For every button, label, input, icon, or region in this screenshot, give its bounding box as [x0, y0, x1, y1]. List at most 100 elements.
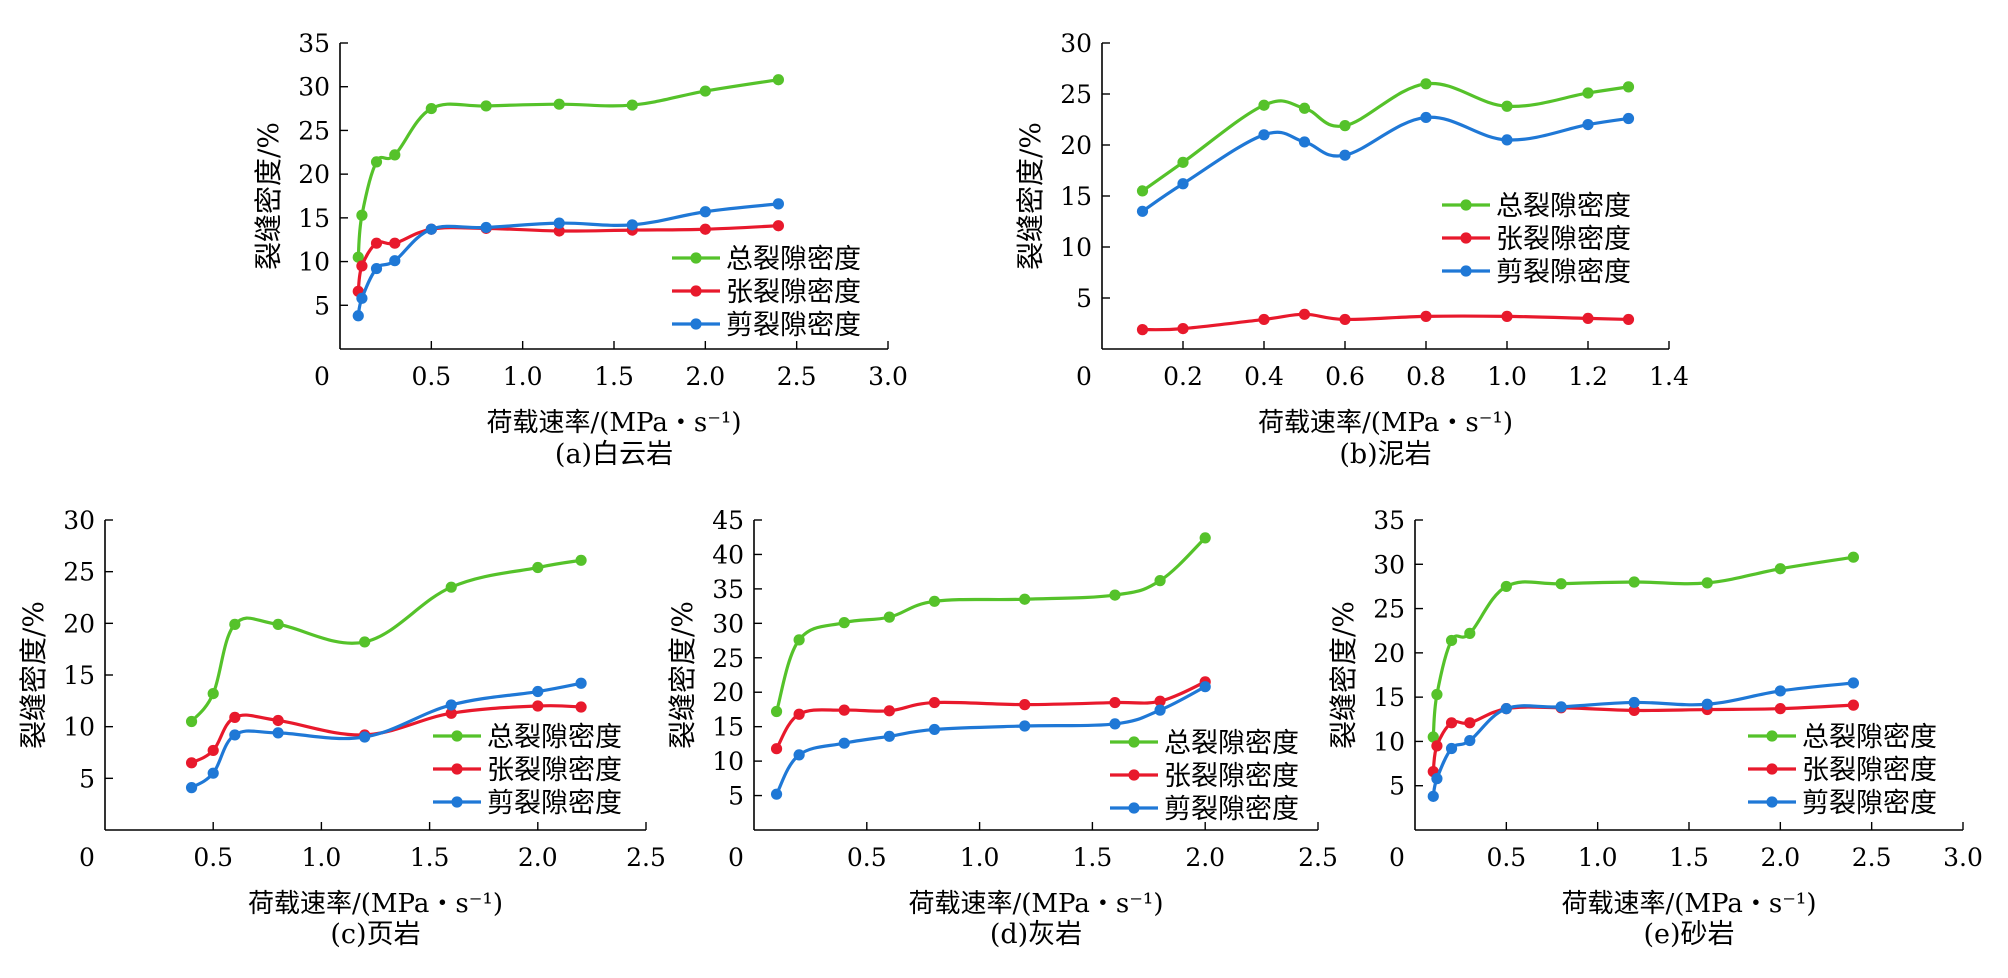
data-point [1445, 634, 1458, 647]
legend-swatch-marker [690, 285, 702, 297]
y-tick-label: 25 [298, 116, 330, 145]
data-point [1420, 111, 1432, 124]
legend-swatch-marker [1460, 199, 1472, 211]
x-tick-label: 0.8 [1406, 362, 1446, 391]
legend-swatch-marker [451, 730, 463, 742]
series-line [189, 558, 583, 724]
data-point [229, 729, 241, 741]
legend-swatch-marker [1766, 796, 1778, 808]
data-point [359, 636, 371, 648]
x-axis-label: 荷载速率/(MPa・s⁻¹) [248, 889, 503, 919]
y-tick-label: 15 [712, 713, 744, 742]
data-point [1019, 720, 1031, 732]
data-point [1258, 129, 1270, 141]
y-tick-label: 5 [1389, 772, 1405, 801]
legend-label: 剪裂隙密度 [726, 310, 861, 341]
data-point [1258, 313, 1270, 326]
y-tick-label: 35 [712, 575, 744, 604]
series-line [774, 685, 1207, 796]
y-tick-label: 5 [79, 764, 95, 793]
data-point [1298, 308, 1311, 320]
x-tick-label: 0.5 [847, 843, 887, 872]
data-point [1445, 742, 1458, 755]
y-tick-label: 40 [712, 540, 744, 569]
legend-label: 张裂隙密度 [726, 277, 861, 308]
panel-caption: (c)页岩 [330, 919, 420, 950]
data-point [445, 699, 457, 711]
data-point [1774, 563, 1786, 575]
y-tick-label: 30 [298, 73, 330, 102]
panel-caption: (e)砂岩 [1643, 919, 1734, 950]
data-point [185, 757, 198, 769]
data-point [1622, 313, 1635, 326]
data-point [772, 198, 785, 210]
y-tick-label: 20 [63, 609, 95, 638]
x-tick-label: 1.5 [594, 362, 634, 391]
data-point [1445, 717, 1458, 729]
data-point [1431, 740, 1443, 752]
data-point [207, 688, 219, 700]
y-tick-label: 15 [63, 661, 95, 690]
x-tick-label: 2.0 [518, 843, 558, 872]
legend-label: 张裂隙密度 [1802, 755, 1937, 786]
data-point [1847, 677, 1859, 689]
data-point [272, 618, 284, 630]
data-point [575, 677, 587, 689]
chart-panel-shale: 5 10 15 20 25 30 0 0.5 1.0 1.5 2.0 2.5 荷载速率/(MPa・s⁻¹… [17, 506, 666, 950]
legend-swatch-marker [1128, 769, 1140, 781]
x-tick-label: 1.2 [1568, 362, 1608, 391]
y-tick-label: 10 [712, 747, 744, 776]
data-point [1109, 696, 1121, 709]
legend-label: 剪裂隙密度 [1496, 257, 1631, 288]
legend-label: 总裂隙密度 [1802, 722, 1937, 753]
data-point [1136, 205, 1149, 217]
data-point [1582, 87, 1594, 99]
legend-swatch-marker [1766, 763, 1778, 775]
y-tick-label: 35 [1373, 506, 1405, 535]
data-point [838, 704, 850, 716]
x-tick-label: 0.5 [1486, 843, 1526, 872]
data-point [272, 727, 284, 739]
data-point [1555, 578, 1567, 590]
y-axis-label: 裂缝密度/% [1327, 601, 1360, 749]
data-point [793, 749, 805, 761]
series-line [1431, 555, 1855, 739]
series-line [1140, 115, 1631, 213]
data-point [1109, 589, 1121, 601]
data-point [770, 743, 783, 755]
y-tick-label: 10 [1060, 233, 1092, 262]
data-point [229, 618, 241, 630]
data-point [480, 100, 492, 112]
data-point [1622, 81, 1635, 93]
data-point [425, 223, 437, 235]
data-point [389, 237, 401, 249]
data-point [1154, 695, 1166, 707]
data-point [1500, 580, 1512, 593]
data-point [1339, 149, 1351, 161]
x-tick-label: 2.5 [1298, 843, 1338, 872]
data-point [1298, 136, 1311, 148]
x-tick-label: 3.0 [1943, 843, 1983, 872]
x-tick-label: 1.4 [1649, 362, 1689, 391]
y-tick-label: 25 [1373, 595, 1405, 624]
data-point [425, 102, 437, 115]
y-axis-label: 裂缝密度/% [252, 122, 285, 270]
data-point [1177, 323, 1189, 335]
data-point [370, 156, 383, 168]
x-tick-label: 1.0 [1578, 843, 1618, 872]
data-point [185, 782, 198, 794]
series-1 [1427, 699, 1859, 778]
x-tick-label: 1.0 [302, 843, 342, 872]
legend-swatch-marker [690, 252, 702, 264]
legend-label: 张裂隙密度 [1496, 224, 1631, 255]
x-tick-label: 0.5 [193, 843, 233, 872]
data-point [1774, 685, 1786, 697]
data-point [553, 98, 565, 110]
data-point [532, 685, 544, 698]
legend-label: 总裂隙密度 [1164, 728, 1299, 759]
series-line [356, 202, 780, 318]
legend-swatch-marker [690, 318, 702, 330]
